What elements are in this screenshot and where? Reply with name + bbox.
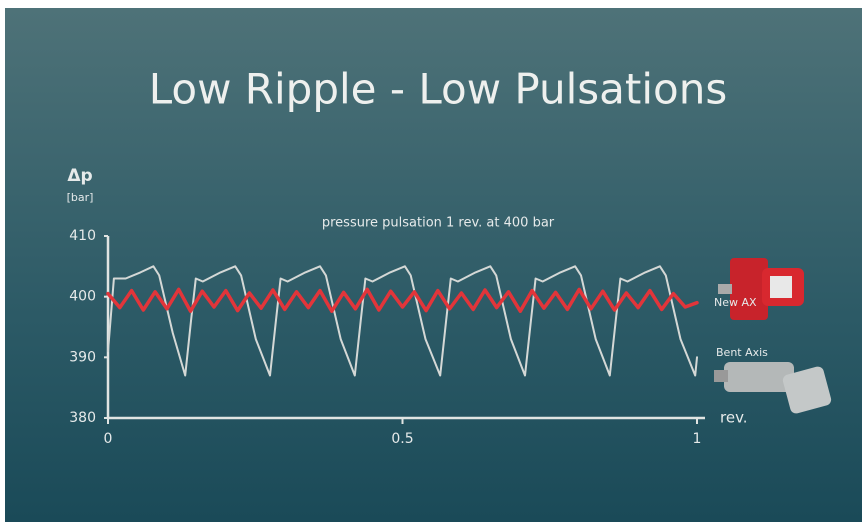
y-tick-label: 380 [69,410,96,426]
y-tick-label: 410 [69,228,96,244]
x-label: rev. [720,409,748,427]
legend-label: Bent Axis [716,346,768,359]
x-tick-label: 0.5 [391,431,413,447]
y-unit: [bar] [67,191,94,204]
y-label: Δp [67,166,92,186]
page: Low Ripple - Low Pulsations Δp [bar] pre… [0,0,867,525]
x-tick-label: 0 [104,431,113,447]
y-tick-label: 400 [69,289,96,305]
legend-label: New AX [714,296,757,309]
slide: Low Ripple - Low Pulsations Δp [bar] pre… [0,0,867,525]
x-tick-label: 1 [693,431,702,447]
y-tick-label: 390 [69,349,96,365]
chart-title: Low Ripple - Low Pulsations [149,65,727,114]
subtitle: pressure pulsation 1 rev. at 400 bar [322,216,555,231]
